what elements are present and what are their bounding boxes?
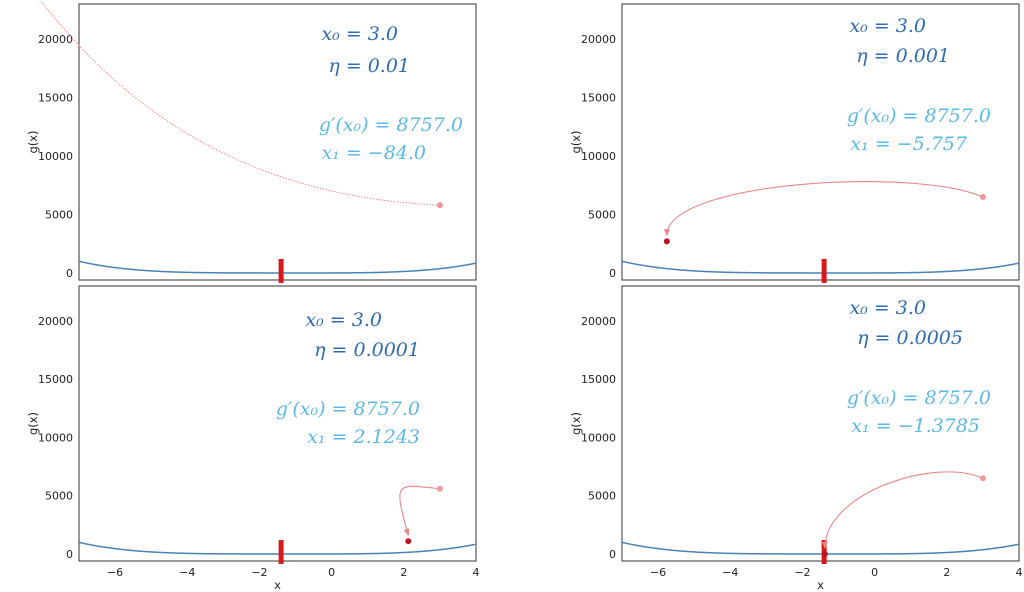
g-curve bbox=[622, 260, 1019, 274]
annotation-eta: η = 0.0005 bbox=[857, 327, 963, 349]
annotation-x1: x₁ = 2.1243 bbox=[307, 426, 420, 448]
x-tick-label: 4 bbox=[1016, 566, 1023, 579]
y-tick-label: 5000 bbox=[45, 209, 73, 222]
minimum-marker bbox=[278, 540, 284, 565]
end-point bbox=[821, 551, 828, 558]
annotation-x0: x₀ = 3.0 bbox=[849, 15, 926, 37]
x-tick-label: 4 bbox=[473, 566, 480, 579]
x-tick-label: −6 bbox=[107, 566, 123, 579]
update-arrow bbox=[39, 0, 440, 206]
minimum-marker bbox=[821, 258, 827, 283]
y-tick-label: 20000 bbox=[38, 315, 73, 328]
annotation-eta: η = 0.001 bbox=[856, 45, 950, 67]
y-tick-label: 15000 bbox=[38, 373, 73, 386]
panel-2: 0 5000 10000 15000 20000 g(x) x₀ = 3.0 η = 0.00… bbox=[569, 3, 1020, 283]
y-axis-label: g(x) bbox=[569, 412, 583, 435]
axes-frame bbox=[78, 3, 477, 281]
y-tick-label: 10000 bbox=[38, 431, 73, 444]
annotation-gradient: g′(x₀) = 8757.0 bbox=[847, 105, 991, 127]
y-tick-label: 20000 bbox=[38, 33, 73, 46]
y-tick-label: 20000 bbox=[581, 33, 616, 46]
annotation-gradient: g′(x₀) = 8757.0 bbox=[319, 114, 463, 136]
annotation-x0: x₀ = 3.0 bbox=[849, 297, 926, 319]
x-tick-label: −6 bbox=[650, 566, 666, 579]
annotation-x0: x₀ = 3.0 bbox=[321, 23, 398, 45]
y-axis-label: g(x) bbox=[26, 412, 40, 435]
axes-frame bbox=[621, 285, 1020, 562]
g-curve bbox=[79, 260, 476, 274]
end-point bbox=[405, 538, 412, 545]
annotation-x0: x₀ = 3.0 bbox=[305, 309, 382, 331]
y-tick-label: 0 bbox=[609, 267, 616, 280]
y-tick-label: 5000 bbox=[588, 209, 616, 222]
y-axis-label: g(x) bbox=[26, 130, 40, 153]
axes-frame bbox=[621, 3, 1020, 281]
y-tick-label: 15000 bbox=[38, 92, 73, 105]
x-tick-label: −2 bbox=[794, 566, 810, 579]
axes-frame bbox=[78, 285, 477, 562]
y-tick-label: 0 bbox=[609, 548, 616, 561]
annotation-x1: x₁ = −5.757 bbox=[850, 133, 968, 155]
x-axis-label: x bbox=[817, 578, 824, 592]
panel-1: 0 5000 10000 15000 20000 g(x) x₀ = 3.0 η = 0.01… bbox=[26, 0, 477, 283]
x-tick-label: −4 bbox=[722, 566, 738, 579]
start-point bbox=[436, 485, 443, 492]
start-point bbox=[979, 193, 986, 200]
x-tick-label: −2 bbox=[251, 566, 267, 579]
y-tick-label: 5000 bbox=[588, 490, 616, 503]
y-tick-label: 0 bbox=[66, 548, 73, 561]
start-point bbox=[436, 202, 443, 209]
annotation-x1: x₁ = −1.3785 bbox=[851, 415, 980, 437]
y-tick-label: 15000 bbox=[581, 92, 616, 105]
y-tick-label: 5000 bbox=[45, 490, 73, 503]
x-tick-label: 0 bbox=[871, 566, 878, 579]
end-point bbox=[663, 238, 670, 245]
x-axis-label: x bbox=[274, 578, 281, 592]
start-point bbox=[979, 475, 986, 482]
minimum-marker bbox=[278, 258, 284, 283]
panel-3: 0 5000 10000 15000 20000 −6 −4 −2 0 2 4 g(x) x x₀ = 3… bbox=[26, 285, 480, 592]
annotation-eta: η = 0.0001 bbox=[314, 339, 420, 361]
y-tick-label: 15000 bbox=[581, 373, 616, 386]
y-axis-label: g(x) bbox=[569, 130, 583, 153]
x-tick-label: 0 bbox=[328, 566, 335, 579]
x-tick-label: 2 bbox=[943, 566, 950, 579]
update-arrow bbox=[399, 485, 440, 536]
g-curve bbox=[622, 541, 1019, 555]
annotation-x1: x₁ = −84.0 bbox=[321, 142, 426, 164]
x-tick-label: 2 bbox=[400, 566, 407, 579]
annotation-gradient: g′(x₀) = 8757.0 bbox=[847, 387, 991, 409]
y-tick-label: 10000 bbox=[38, 150, 73, 163]
annotation-gradient: g′(x₀) = 8757.0 bbox=[276, 398, 420, 420]
update-arrow bbox=[821, 471, 984, 549]
update-arrow bbox=[663, 181, 984, 237]
y-tick-label: 10000 bbox=[581, 431, 616, 444]
panel-4: 0 5000 10000 15000 20000 −6 −4 −2 0 2 4 g(x) x x₀ = 3… bbox=[569, 285, 1023, 592]
y-tick-label: 0 bbox=[66, 267, 73, 280]
g-curve bbox=[79, 541, 476, 555]
annotation-eta: η = 0.01 bbox=[328, 55, 410, 77]
x-tick-label: −4 bbox=[179, 566, 195, 579]
y-tick-label: 10000 bbox=[581, 150, 616, 163]
y-tick-label: 20000 bbox=[581, 315, 616, 328]
